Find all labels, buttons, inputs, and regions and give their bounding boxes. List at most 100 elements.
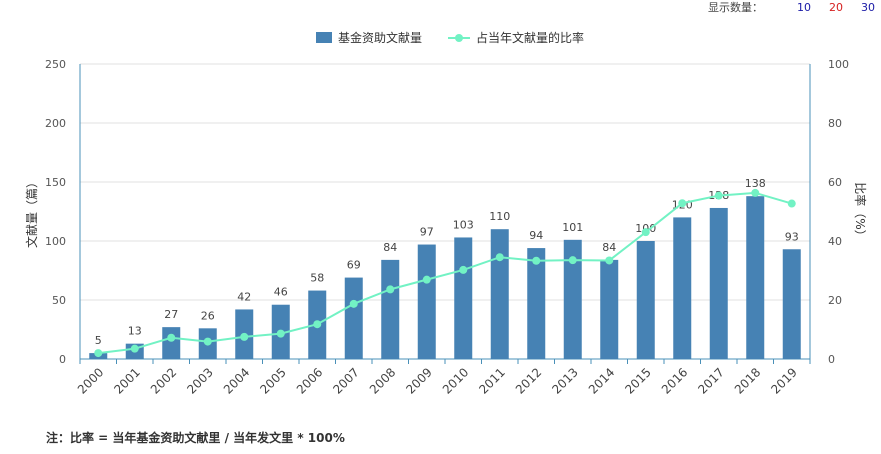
x-tick-label: 2008: [367, 365, 398, 396]
y-tick-label: 250: [45, 58, 66, 71]
bar: [746, 196, 765, 359]
y2-axis-title: 比率（%）: [853, 182, 868, 241]
ratio-point: [130, 344, 139, 353]
ratio-point: [568, 256, 577, 265]
bar-value-label: 13: [128, 325, 142, 338]
ratio-point: [605, 256, 614, 265]
bar: [381, 259, 400, 359]
bar-value-label: 97: [420, 226, 434, 239]
x-tick-label: 2010: [440, 365, 471, 396]
bar: [344, 277, 363, 359]
ratio-line: [98, 191, 793, 355]
bar-value-label: 46: [274, 286, 288, 299]
bar-value-label: 110: [489, 210, 510, 223]
bar-value-label: 27: [164, 308, 178, 321]
bar: [600, 259, 619, 359]
legend-bar-label: 基金资助文献量: [338, 31, 423, 45]
legend-line-label: 占当年文献量的比率: [476, 31, 585, 45]
legend-bar-swatch: [316, 32, 332, 43]
bar: [162, 327, 181, 359]
y2-tick-label: 60: [828, 176, 842, 189]
ratio-point: [532, 256, 541, 265]
x-tick-label: 2006: [294, 365, 325, 396]
bar: [527, 248, 546, 359]
bar: [417, 244, 436, 359]
legend-item-bar-series[interactable]: 基金资助文献量: [316, 29, 422, 46]
y-tick-label: 100: [45, 235, 66, 248]
ratio-point: [349, 299, 358, 308]
ratio-point: [495, 253, 504, 262]
x-tick-label: 2017: [695, 365, 726, 396]
ratio-point: [94, 349, 103, 358]
bar-value-label: 42: [237, 290, 251, 303]
display-count-option-10[interactable]: 10: [797, 0, 811, 14]
bar-value-label: 138: [745, 177, 766, 190]
ratio-formula-note: 注：比率 = 当年基金资助文献里 / 当年发文里 * 100%: [46, 431, 345, 445]
bar: [563, 239, 582, 359]
x-tick-label: 2001: [111, 365, 142, 396]
x-tick-label: 2012: [513, 365, 544, 396]
bar-value-label: 93: [785, 230, 799, 243]
x-tick-label: 2013: [549, 365, 580, 396]
y-tick-label: 150: [45, 176, 66, 189]
x-tick-label: 2019: [768, 365, 799, 396]
bar-value-label: 84: [602, 241, 616, 254]
ratio-point: [641, 228, 650, 237]
ratio-point: [714, 191, 723, 200]
bar-value-label: 5: [95, 334, 102, 347]
y2-tick-label: 0: [828, 353, 835, 366]
bar-value-label: 103: [453, 218, 474, 231]
bar: [673, 217, 692, 359]
ratio-point: [313, 320, 322, 329]
x-tick-label: 2002: [148, 365, 179, 396]
bar-value-label: 84: [383, 241, 397, 254]
y2-tick-label: 20: [828, 294, 842, 307]
x-tick-label: 2005: [257, 365, 288, 396]
x-tick-label: 2007: [330, 365, 361, 396]
x-tick-label: 2000: [75, 365, 106, 396]
y-tick-label: 50: [52, 294, 66, 307]
bar-value-label: 58: [310, 272, 324, 285]
chart-legend: 基金资助文献量 占当年文献量的比率: [316, 29, 584, 46]
x-tick-label: 2015: [622, 365, 653, 396]
x-tick-label: 2016: [659, 365, 690, 396]
ratio-point: [203, 337, 212, 346]
y2-tick-label: 40: [828, 235, 842, 248]
bar: [709, 207, 728, 359]
bar-value-label: 26: [201, 309, 215, 322]
ratio-point: [167, 333, 176, 342]
display-count-control: 显示数量： 10 20 30: [708, 0, 875, 15]
ratio-point: [787, 199, 796, 208]
display-count-label: 显示数量：: [708, 1, 763, 14]
ratio-point: [751, 188, 760, 197]
bar-value-label: 101: [562, 221, 583, 234]
ratio-point: [386, 285, 395, 294]
ratio-point: [276, 329, 285, 338]
y2-tick-label: 80: [828, 117, 842, 130]
x-tick-label: 2011: [476, 365, 507, 396]
bar-value-label: 69: [347, 259, 361, 272]
x-tick-label: 2004: [221, 365, 252, 396]
legend-line-swatch: [448, 32, 471, 43]
x-tick-label: 2009: [403, 365, 434, 396]
x-tick-label: 2018: [732, 365, 763, 396]
bar: [636, 241, 655, 359]
bar-value-label: 94: [529, 229, 543, 242]
y2-tick-label: 100: [828, 58, 849, 71]
ratio-point: [459, 265, 468, 274]
y-tick-label: 200: [45, 117, 66, 130]
ratio-point: [240, 332, 249, 341]
y-axis-title: 文献量（篇）: [24, 176, 39, 248]
legend-item-line-series[interactable]: 占当年文献量的比率: [448, 29, 584, 46]
x-tick-label: 2014: [586, 365, 617, 396]
display-count-option-20[interactable]: 20: [829, 0, 843, 14]
bar: [782, 249, 801, 359]
x-tick-label: 2003: [184, 365, 215, 396]
bar: [490, 229, 509, 359]
ratio-point: [678, 199, 687, 208]
display-count-option-30[interactable]: 30: [861, 0, 875, 14]
ratio-point: [422, 275, 431, 284]
bar: [454, 237, 473, 359]
y-tick-label: 0: [59, 353, 66, 366]
